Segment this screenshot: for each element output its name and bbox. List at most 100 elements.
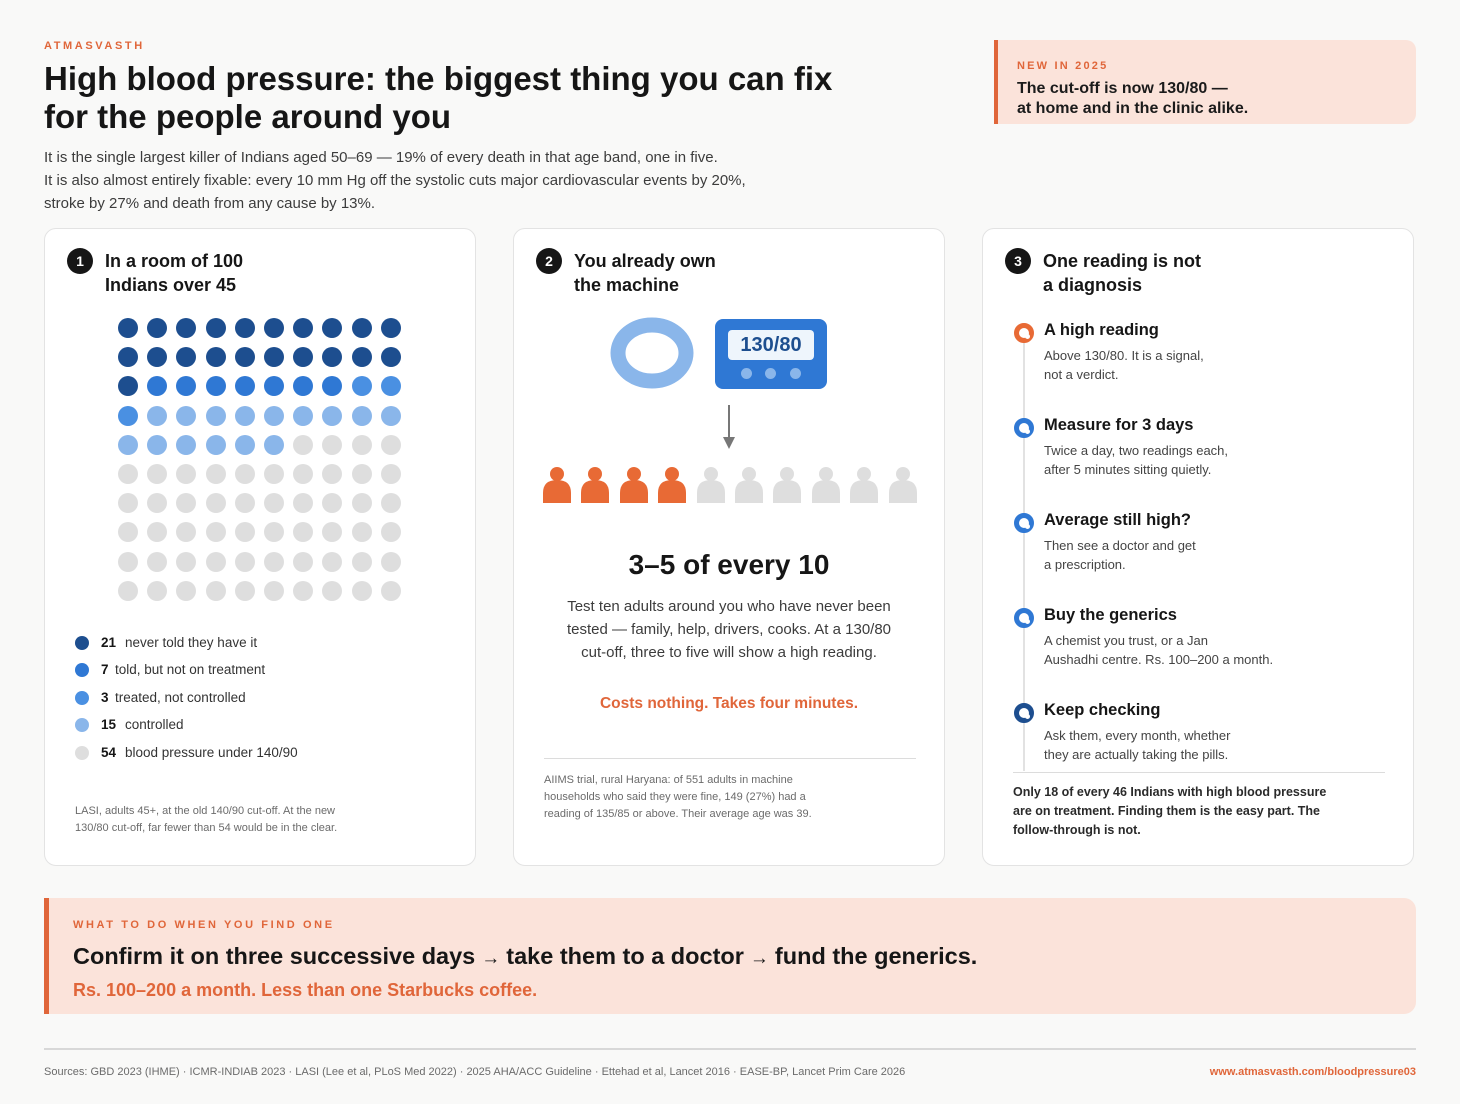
bp-cuff-icon	[610, 317, 694, 389]
person-dot	[147, 405, 168, 426]
banner-label: WHAT TO DO WHEN YOU FIND ONE	[73, 919, 335, 931]
step-body-line-1: Then see a doctor and get	[1044, 538, 1196, 553]
timeline-line	[1023, 333, 1025, 771]
person-dot	[351, 405, 372, 426]
person-dot	[234, 580, 255, 601]
legend-text: blood pressure under 140/90	[125, 744, 298, 760]
legend-text: never told they have it	[125, 635, 258, 650]
step-marker-icon	[1014, 608, 1034, 628]
person-dot	[176, 376, 197, 397]
person-dot	[380, 493, 401, 514]
person-dot	[293, 464, 314, 484]
banner-step-generics: fund the generics.	[774, 943, 978, 969]
card-own-the-machine: 2 You already own the machine 130/80 3–5…	[513, 228, 945, 866]
legend-text: told, but not on treatment	[115, 662, 266, 678]
step-body-line-1: A chemist you trust, or a Jan	[1044, 633, 1209, 648]
person-dot	[147, 318, 168, 338]
person-dot	[205, 347, 226, 368]
person-dot	[293, 522, 314, 543]
callout-line-1: The cut-off is now 130/80 —	[1017, 80, 1228, 97]
bp-monitor-icon: 130/80	[715, 319, 827, 389]
person-dot	[118, 580, 138, 601]
banner-cost-line: Rs. 100–200 a month. Less than one Starb…	[73, 980, 538, 1000]
person-dot	[351, 376, 372, 397]
person-dot	[351, 464, 372, 484]
card-2-source-note-line-3: reading of 135/85 or above. Their averag…	[544, 808, 812, 820]
person-dot	[322, 405, 343, 426]
legend-swatch	[75, 745, 89, 760]
person-dot	[264, 522, 284, 543]
step-body-line-2: after 5 minutes sitting quietly.	[1044, 462, 1212, 477]
person-dot	[380, 580, 401, 601]
step-title: Measure for 3 days	[1044, 416, 1194, 434]
person-dot	[205, 376, 226, 397]
cost-highlight: Costs nothing. Takes four minutes.	[599, 695, 859, 712]
step-marker-icon	[1014, 418, 1034, 438]
legend-count: 3	[101, 689, 109, 705]
person-dot	[264, 347, 284, 368]
card-2-body-line-3: cut-off, three to five will show a high …	[581, 644, 877, 661]
legend-swatch	[75, 663, 89, 678]
person-dot	[147, 434, 168, 455]
page-title: High blood pressure: the biggest thing y…	[44, 60, 833, 135]
person-dot	[293, 347, 314, 368]
person-dot	[205, 551, 226, 572]
person-dot	[147, 522, 168, 543]
step-body-line-2: not a verdict.	[1044, 367, 1119, 382]
person-icon-high-reading	[619, 467, 648, 503]
step-title: A high reading	[1044, 321, 1159, 339]
person-dot	[147, 580, 168, 601]
card-title-line-2: the machine	[574, 275, 680, 295]
person-dot	[264, 580, 284, 601]
website-link[interactable]: www.atmasvasth.com/bloodpressure03	[1209, 1066, 1416, 1078]
legend-text: treated, not controlled	[115, 689, 246, 705]
person-dot	[380, 434, 401, 455]
person-dot	[205, 580, 226, 601]
new-in-2025-callout: NEW IN 2025 The cut-off is now 130/80 — …	[994, 40, 1416, 124]
person-dot	[322, 493, 343, 514]
banner-steps: Confirm it on three successive days → take…	[73, 943, 977, 970]
banner-step-confirm: Confirm it on three successive days	[73, 943, 476, 969]
person-dot	[176, 522, 197, 543]
person-dot	[234, 522, 255, 543]
person-dot	[176, 318, 197, 338]
person-dot	[351, 580, 372, 601]
person-dot	[176, 493, 197, 514]
person-dot	[205, 464, 226, 484]
person-dot	[118, 551, 138, 572]
legend-count: 7	[101, 662, 109, 678]
monitor-screen: 130/80	[728, 330, 814, 360]
down-arrow-icon	[723, 405, 735, 449]
person-dot	[118, 464, 138, 484]
person-dot	[176, 551, 197, 572]
brand-label: ATMASVASTH	[44, 40, 145, 52]
person-dot	[234, 318, 255, 338]
person-dot	[351, 493, 372, 514]
person-dot	[147, 551, 168, 572]
person-dot	[147, 464, 168, 484]
card-2-source-note-line-1: AIIMS trial, rural Haryana: of 551 adult…	[544, 774, 793, 786]
person-dot	[264, 464, 284, 484]
card-3-footnote: Only 18 of every 46 Indians with high bl…	[1013, 785, 1327, 837]
person-dot	[380, 522, 401, 543]
step-body-line-2: Aushadhi centre. Rs. 100–200 a month.	[1044, 652, 1274, 667]
person-dot	[234, 347, 255, 368]
person-dot	[351, 434, 372, 455]
person-dot	[234, 405, 255, 426]
person-dot	[176, 347, 197, 368]
person-dot	[264, 318, 284, 338]
step-marker-icon	[1014, 703, 1034, 723]
person-dot	[264, 405, 284, 426]
person-dot	[322, 347, 343, 368]
step-body-line-1: Above 130/80. It is a signal,	[1044, 348, 1204, 363]
person-dot	[264, 493, 284, 514]
person-dot	[351, 318, 372, 338]
person-dot	[293, 318, 314, 338]
person-dot	[351, 551, 372, 572]
person-dot	[118, 318, 138, 338]
step-body-line-1: Ask them, every month, whether	[1044, 728, 1231, 743]
card-title-line-2: Indians over 45	[105, 275, 237, 295]
card-2-body-line-2: tested — family, help, drivers, cooks. A…	[566, 621, 892, 638]
intro-line-1: It is the single largest killer of India…	[44, 149, 718, 166]
person-dot	[293, 405, 314, 426]
